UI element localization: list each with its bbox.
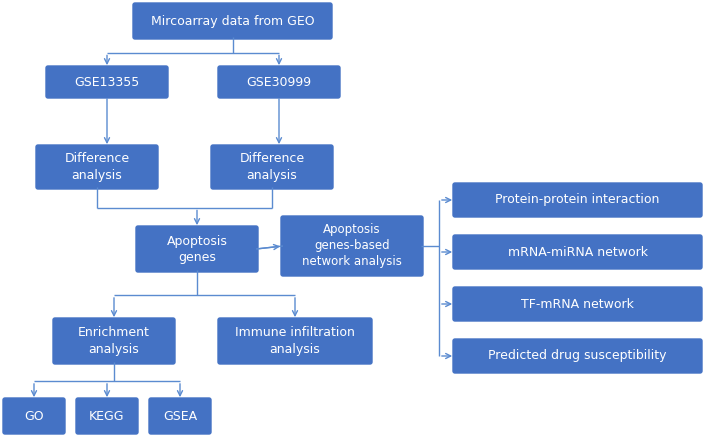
Text: Mircoarray data from GEO: Mircoarray data from GEO (151, 15, 314, 27)
Text: Difference
analysis: Difference analysis (239, 152, 305, 182)
Text: KEGG: KEGG (89, 409, 125, 423)
Text: GSE13355: GSE13355 (74, 76, 140, 88)
Text: Apoptosis
genes: Apoptosis genes (167, 235, 227, 263)
FancyBboxPatch shape (53, 318, 175, 364)
FancyBboxPatch shape (76, 398, 138, 434)
Text: GO: GO (24, 409, 44, 423)
FancyBboxPatch shape (453, 287, 702, 321)
Text: Enrichment
analysis: Enrichment analysis (78, 327, 150, 355)
FancyBboxPatch shape (3, 398, 65, 434)
Text: mRNA-miRNA network: mRNA-miRNA network (508, 245, 647, 259)
FancyBboxPatch shape (36, 145, 158, 189)
Text: Protein-protein interaction: Protein-protein interaction (496, 194, 660, 206)
Text: Predicted drug susceptibility: Predicted drug susceptibility (488, 350, 666, 362)
Text: Difference
analysis: Difference analysis (65, 152, 130, 182)
FancyBboxPatch shape (149, 398, 211, 434)
FancyBboxPatch shape (133, 3, 332, 39)
FancyBboxPatch shape (453, 235, 702, 269)
FancyBboxPatch shape (218, 66, 340, 98)
FancyBboxPatch shape (453, 183, 702, 217)
Text: Apoptosis
genes-based
network analysis: Apoptosis genes-based network analysis (302, 224, 402, 268)
Text: Immune infiltration
analysis: Immune infiltration analysis (235, 327, 355, 355)
Text: TF-mRNA network: TF-mRNA network (521, 297, 634, 310)
FancyBboxPatch shape (281, 216, 423, 276)
FancyBboxPatch shape (218, 318, 372, 364)
FancyBboxPatch shape (136, 226, 258, 272)
FancyBboxPatch shape (211, 145, 333, 189)
Text: GSEA: GSEA (163, 409, 197, 423)
FancyBboxPatch shape (46, 66, 168, 98)
Text: GSE30999: GSE30999 (246, 76, 312, 88)
FancyBboxPatch shape (453, 339, 702, 373)
